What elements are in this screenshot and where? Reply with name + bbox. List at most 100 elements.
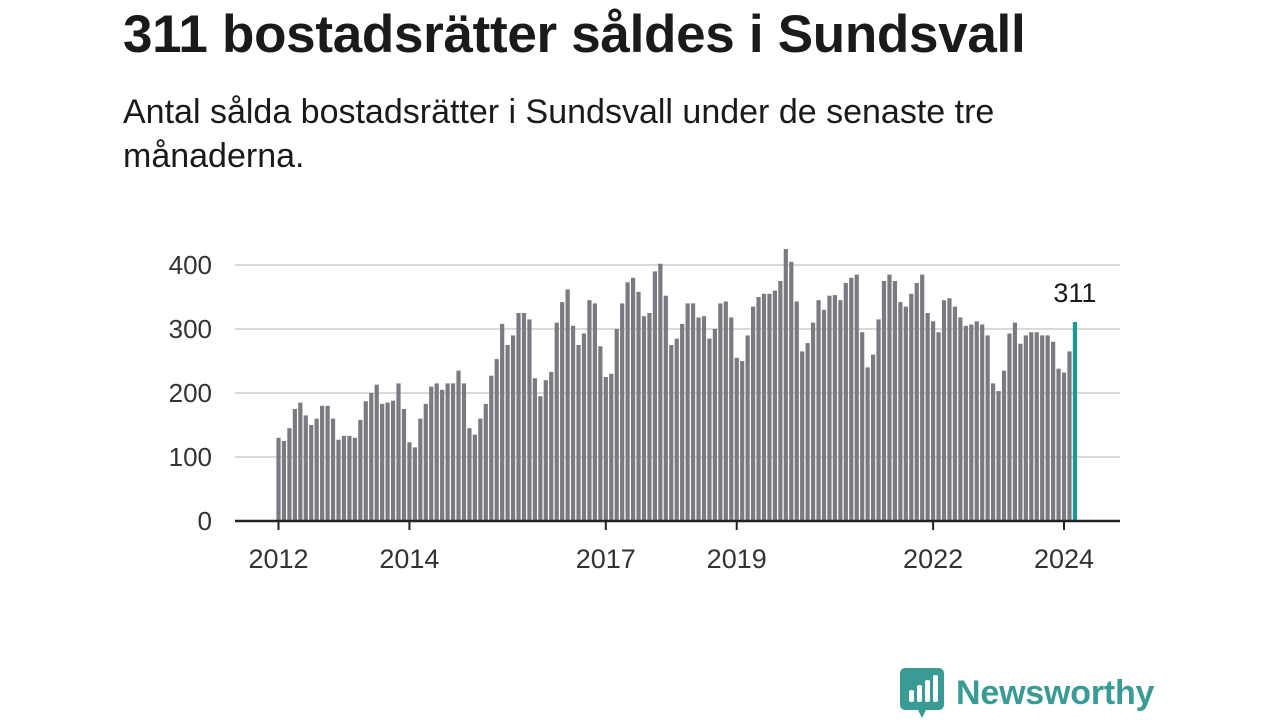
x-tick-label: 2019 xyxy=(707,544,767,574)
bar xyxy=(952,306,958,521)
bar xyxy=(892,281,898,521)
bar xyxy=(614,329,619,521)
bar xyxy=(772,290,778,521)
bar xyxy=(565,289,570,521)
bar xyxy=(843,282,848,521)
bar-chart: 0 100 200 300 400 311 2012 2014 2017 2019 2022 2024 xyxy=(169,249,1120,574)
bar xyxy=(1051,341,1056,521)
bar xyxy=(445,383,450,521)
bar xyxy=(969,324,974,521)
bar xyxy=(543,380,548,521)
bar xyxy=(805,343,810,521)
bar xyxy=(298,402,303,521)
bar xyxy=(560,302,565,521)
bar xyxy=(336,439,341,521)
bar xyxy=(1012,322,1018,521)
bar xyxy=(898,302,903,521)
bar xyxy=(991,383,996,521)
bar xyxy=(641,316,647,521)
bar xyxy=(549,371,554,521)
bar xyxy=(636,291,641,521)
bar xyxy=(718,303,723,521)
y-tick-label: 100 xyxy=(169,442,212,472)
bar xyxy=(712,329,717,521)
bar xyxy=(423,403,428,521)
bar xyxy=(352,437,357,521)
bar xyxy=(947,298,952,521)
bar xyxy=(740,361,745,521)
bar xyxy=(658,263,663,521)
bar xyxy=(1045,335,1050,521)
bar xyxy=(330,418,336,521)
bar xyxy=(685,303,690,521)
chart-title: 311 bostadsrätter såldes i Sundsvall xyxy=(123,5,1026,64)
bar xyxy=(734,357,739,521)
bar xyxy=(276,437,281,521)
bar xyxy=(521,313,527,521)
bar xyxy=(407,442,412,521)
bar xyxy=(1007,333,1012,521)
bar xyxy=(532,378,537,521)
bar xyxy=(303,415,308,521)
bar xyxy=(1018,343,1023,521)
bar xyxy=(385,402,390,521)
bar xyxy=(887,274,892,521)
bar xyxy=(630,277,636,521)
bar xyxy=(674,338,679,521)
y-tick-label: 400 xyxy=(169,250,212,280)
bar xyxy=(920,274,925,521)
x-tick-label: 2024 xyxy=(1034,544,1094,574)
bar xyxy=(320,405,325,521)
bar xyxy=(756,297,761,521)
bar xyxy=(767,293,772,521)
bar xyxy=(434,383,439,521)
bar xyxy=(390,400,396,521)
bar xyxy=(620,303,625,521)
bar xyxy=(396,383,401,521)
bar xyxy=(696,317,701,521)
bar xyxy=(941,300,947,521)
bar xyxy=(985,335,990,521)
bar xyxy=(570,325,576,521)
bar xyxy=(876,319,881,521)
bar xyxy=(587,300,592,521)
bar xyxy=(576,345,581,521)
bar xyxy=(1034,332,1039,521)
bar xyxy=(341,435,347,521)
bar xyxy=(292,409,297,521)
bar xyxy=(870,354,876,521)
bar xyxy=(680,323,685,521)
bar xyxy=(783,249,788,521)
bar xyxy=(510,335,516,521)
bar xyxy=(1040,335,1045,521)
bar xyxy=(494,359,499,521)
bar xyxy=(429,386,434,521)
bar xyxy=(369,393,374,521)
bar xyxy=(778,281,783,521)
bar xyxy=(794,301,799,521)
bar xyxy=(652,271,657,521)
bar xyxy=(440,389,445,521)
bar xyxy=(456,370,461,521)
bar xyxy=(909,293,914,521)
bar xyxy=(647,313,652,521)
bar xyxy=(505,345,510,521)
y-tick-label: 200 xyxy=(169,378,212,408)
bar xyxy=(936,332,941,521)
bar xyxy=(1023,335,1028,521)
bar xyxy=(581,333,587,521)
highlighted-bar xyxy=(1072,321,1078,521)
bar xyxy=(478,418,483,521)
bar xyxy=(489,375,494,521)
bar xyxy=(707,338,712,521)
bar xyxy=(827,295,832,521)
bar xyxy=(958,317,963,521)
bar xyxy=(554,322,559,521)
bar xyxy=(663,295,668,521)
bar xyxy=(625,282,630,521)
bar xyxy=(483,403,488,521)
bar xyxy=(1001,370,1007,521)
bar xyxy=(980,324,985,521)
x-tick-label: 2017 xyxy=(576,544,636,574)
bar xyxy=(832,295,838,521)
